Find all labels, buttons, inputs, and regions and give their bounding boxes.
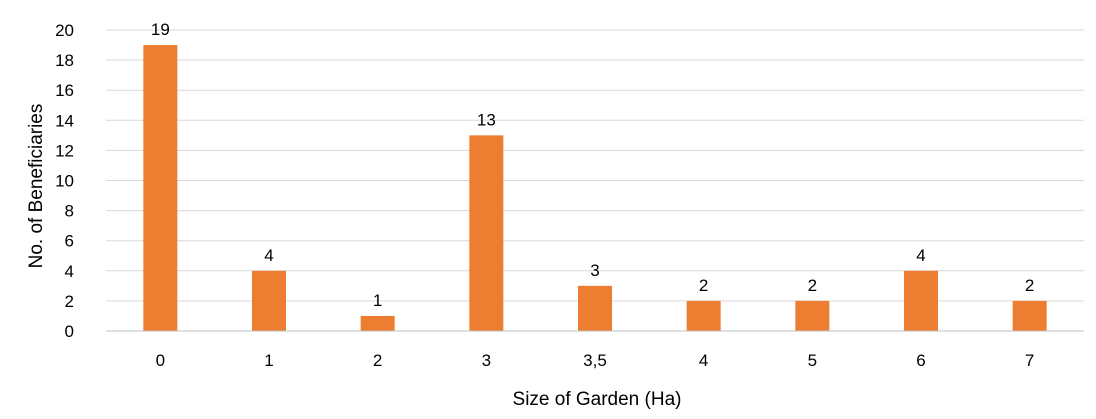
x-tick-label: 5 (808, 351, 817, 370)
data-label: 2 (699, 276, 708, 295)
x-tick-label: 7 (1025, 351, 1034, 370)
data-label: 4 (916, 246, 925, 265)
y-tick-label: 10 (55, 172, 74, 191)
bar (686, 300, 721, 331)
y-tick-label: 6 (65, 232, 74, 251)
y-tick-label: 14 (55, 111, 74, 130)
bars (143, 45, 1047, 332)
bar (469, 135, 504, 331)
data-label: 2 (1025, 276, 1034, 295)
data-label: 4 (264, 246, 273, 265)
y-tick-label: 20 (55, 21, 74, 40)
x-tick-label: 6 (916, 351, 925, 370)
data-label: 3 (590, 261, 599, 280)
bar (143, 45, 178, 332)
x-tick-label: 3,5 (583, 351, 607, 370)
y-tick-label: 0 (65, 322, 74, 341)
bar (252, 270, 286, 331)
data-label: 13 (477, 110, 496, 129)
y-tick-label: 8 (65, 202, 74, 221)
y-tick-label: 16 (55, 81, 74, 100)
y-tick-label: 4 (65, 262, 74, 281)
data-label: 2 (808, 276, 817, 295)
bar (578, 285, 612, 331)
y-tick-label: 18 (55, 51, 74, 70)
data-label: 1 (373, 291, 382, 310)
y-tick-label: 2 (65, 292, 74, 311)
x-tick-label: 1 (264, 351, 273, 370)
x-tick-label: 2 (373, 351, 382, 370)
data-label: 19 (151, 20, 170, 39)
x-axis-title: Size of Garden (Ha) (513, 389, 682, 410)
bar (904, 270, 938, 331)
x-tick-label: 3 (482, 351, 491, 370)
bar (1012, 300, 1047, 331)
x-tick-label: 0 (156, 351, 165, 370)
y-axis-title: No. of Beneficiaries (26, 104, 47, 269)
y-tick-label: 12 (55, 141, 74, 160)
bar (360, 315, 395, 331)
bar (795, 300, 830, 331)
x-tick-label: 4 (699, 351, 708, 370)
